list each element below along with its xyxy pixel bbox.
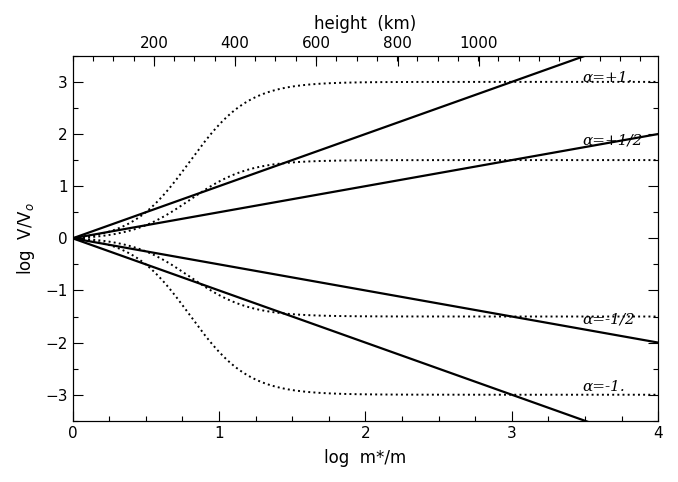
Text: α=+1.: α=+1. [582,71,633,85]
Text: α=-1.: α=-1. [582,380,625,394]
X-axis label: height  (km): height (km) [315,15,416,33]
Y-axis label: log  V/V$_o$: log V/V$_o$ [15,202,37,275]
Text: α=-1/2: α=-1/2 [582,312,635,326]
Text: α=+1/2: α=+1/2 [582,134,643,148]
X-axis label: log  m*/m: log m*/m [324,449,407,467]
